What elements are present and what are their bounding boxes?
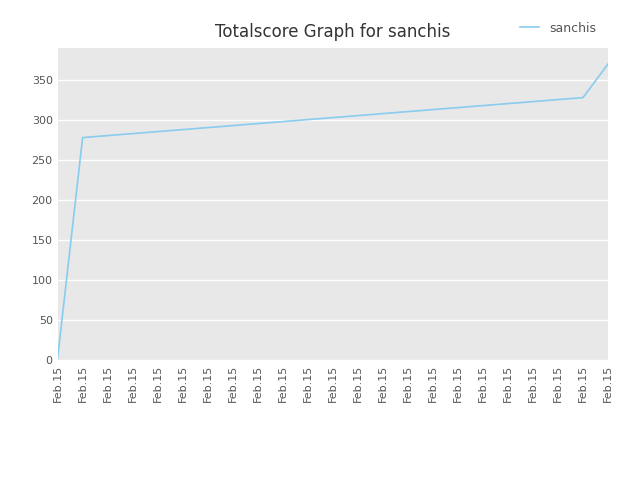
sanchis <box>79 135 86 141</box>
Title: Totalscore Graph for sanchis: Totalscore Graph for sanchis <box>215 23 451 41</box>
sanchis <box>304 117 312 122</box>
sanchis <box>279 119 287 124</box>
sanchis <box>404 109 412 115</box>
sanchis <box>204 125 212 131</box>
sanchis <box>129 131 136 136</box>
sanchis <box>579 95 587 100</box>
sanchis <box>179 127 186 132</box>
sanchis <box>354 113 362 119</box>
sanchis <box>504 101 512 107</box>
sanchis <box>604 61 612 67</box>
sanchis <box>454 105 461 110</box>
sanchis <box>429 107 436 112</box>
sanchis <box>154 129 161 134</box>
sanchis <box>229 123 237 129</box>
Legend: sanchis: sanchis <box>515 17 601 40</box>
sanchis <box>329 115 337 120</box>
sanchis <box>54 356 61 361</box>
sanchis <box>479 103 487 108</box>
sanchis <box>529 99 537 105</box>
sanchis <box>254 121 262 127</box>
Line: sanchis: sanchis <box>58 64 608 359</box>
sanchis <box>379 111 387 117</box>
sanchis <box>554 96 562 102</box>
sanchis <box>104 133 111 139</box>
